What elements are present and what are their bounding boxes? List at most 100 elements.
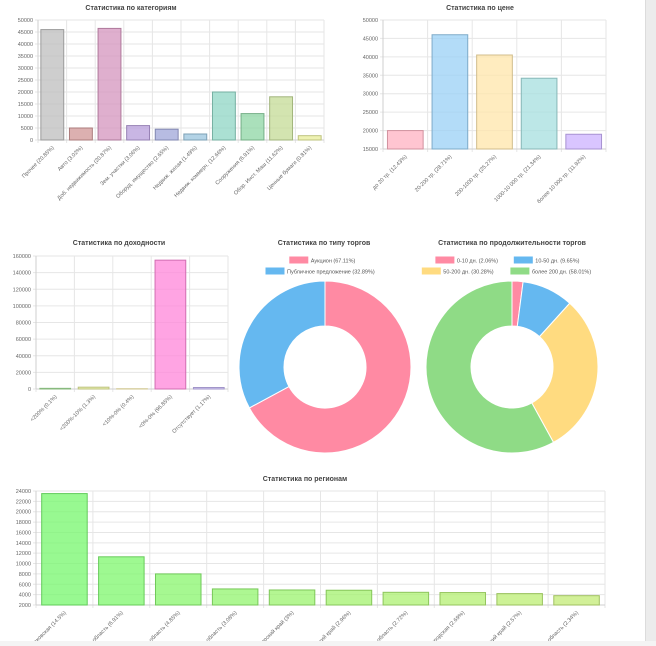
bar — [440, 593, 486, 605]
y-tick-label: 14000 — [16, 541, 31, 547]
y-tick-label: 20000 — [16, 510, 31, 516]
x-tick-label: Авто (3.02%) — [57, 145, 85, 173]
x-tick-label: более 10 000 тр. (11.92%) — [536, 154, 587, 205]
bar — [99, 557, 145, 605]
x-tick-label: 200-1000 тр. (25.27%) — [454, 154, 498, 198]
y-tick-label: 15000 — [363, 147, 378, 153]
x-tick-label: Доб. недвижимость (20.87%) — [56, 145, 113, 202]
bar — [184, 134, 207, 140]
chart-dur: Статистика по продолжительности торгов 0-… — [422, 240, 598, 453]
y-tick-label: 20000 — [16, 370, 31, 376]
y-tick-label: 35000 — [363, 73, 378, 79]
x-tick-label: <200% (0.1%) — [30, 394, 59, 423]
chart-title: Статистика по категориям — [85, 5, 176, 12]
y-tick-label: 0 — [28, 387, 31, 393]
chart-price: Статистика по цене 15000 20000 25000 30000 35… — [363, 5, 606, 205]
bar — [42, 494, 88, 605]
bar — [127, 126, 150, 140]
y-tick-label: 160000 — [13, 254, 31, 260]
x-tick-label: <10%-0% (0.4%) — [102, 394, 136, 428]
x-tick-label: Нижегородская (2.69%) — [419, 610, 466, 641]
y-tick-label: 8000 — [19, 572, 31, 578]
y-tick-label: 45000 — [18, 30, 33, 36]
x-tick-label: Ставропольский край (2.57%) — [465, 609, 524, 641]
x-tick-label: Оборуд. имущество (2.65%) — [115, 145, 170, 200]
y-tick-label: 35000 — [18, 54, 33, 60]
x-tick-label: Отсутствует (1.17%) — [171, 394, 212, 435]
y-tick-label: 24000 — [16, 489, 31, 495]
y-tick-label: 80000 — [16, 321, 31, 327]
legend-swatch — [511, 268, 529, 274]
window-edge — [646, 0, 656, 641]
charts-canvas: Статистика по категориям0500010000150002… — [0, 0, 645, 641]
x-tick-label: Недвиж. коммерч. (12.66%) — [173, 145, 227, 199]
y-tick-label: 20000 — [363, 129, 378, 135]
x-tick-label: Краснодарский край (3%) — [245, 609, 296, 641]
y-tick-label: 50000 — [18, 18, 33, 24]
bar — [98, 28, 121, 140]
bar — [432, 35, 468, 149]
y-tick-label: 4000 — [19, 593, 31, 599]
bar — [155, 129, 178, 140]
bar — [212, 589, 258, 605]
x-tick-label: 1000-10 000 тр. (21.34%) — [493, 154, 542, 203]
bar — [155, 260, 186, 389]
y-tick-label: 30000 — [363, 92, 378, 98]
slice — [239, 281, 325, 408]
x-tick-label: Пермский край (2.96%) — [306, 609, 353, 641]
y-tick-label: 2000 — [19, 603, 31, 609]
y-tick-label: 25000 — [363, 110, 378, 116]
x-tick-label: <200%-10% (1.3%) — [59, 394, 97, 432]
legend-swatch — [436, 257, 454, 263]
y-tick-label: 0 — [30, 138, 33, 144]
chart-title: Статистика по типу торгов — [278, 240, 371, 247]
chart-trade: Статистика по типу торгов Аукцион (67.11%… — [239, 240, 411, 453]
bar — [78, 387, 109, 389]
x-tick-label: Челябинская область (2.72%) — [351, 610, 409, 641]
y-tick-label: 40000 — [16, 354, 31, 360]
y-tick-label: 22000 — [16, 499, 31, 505]
y-tick-label: 15000 — [18, 102, 33, 108]
y-tick-label: 100000 — [13, 304, 31, 310]
bar — [566, 134, 602, 149]
legend-swatch — [422, 268, 440, 274]
chart-title: Статистика по регионам — [263, 476, 348, 483]
y-tick-label: 120000 — [13, 287, 31, 293]
x-tick-label: Прочее (20.85%) — [21, 145, 56, 180]
y-tick-label: 45000 — [363, 36, 378, 42]
legend-label: 50-200 дн. (30.28%) — [443, 270, 493, 276]
legend-swatch — [290, 257, 308, 263]
legend-label: 0-10 дн. (2.06%) — [457, 259, 498, 265]
chart-title: Статистика по цене — [446, 5, 514, 12]
bar — [477, 55, 513, 149]
bar — [40, 388, 71, 389]
chart-yield: Статистика по доходности0200004000060000… — [13, 240, 228, 435]
legend-label: Аукцион (67.11%) — [311, 259, 356, 265]
x-tick-label: Ленинградская область (3.08%) — [177, 610, 239, 641]
bar — [326, 590, 372, 605]
bar — [497, 594, 543, 605]
bar — [521, 78, 557, 149]
x-tick-label: до 20 тр. (12.43%) — [372, 154, 409, 191]
y-tick-label: 40000 — [18, 42, 33, 48]
legend-label: Публичное предложение (32.89%) — [287, 270, 375, 276]
y-tick-label: 10000 — [18, 114, 33, 120]
legend-label: 10-50 дн. (9.65%) — [535, 259, 579, 265]
bar — [387, 131, 423, 149]
y-tick-label: 25000 — [18, 78, 33, 84]
legend-swatch — [266, 268, 284, 274]
y-tick-label: 16000 — [16, 530, 31, 536]
bar — [554, 596, 600, 605]
y-tick-label: 6000 — [19, 582, 31, 588]
x-tick-label: <0%-0% (96.85%) — [138, 394, 174, 430]
chart-title: Статистика по доходности — [73, 240, 165, 247]
y-tick-label: 18000 — [16, 520, 31, 526]
legend-swatch — [514, 257, 532, 263]
x-tick-label: Московская область (6.91%) — [69, 610, 125, 641]
x-tick-label: Обор. Инст. Маш (11.62%) — [233, 145, 285, 197]
bar — [270, 97, 293, 140]
y-tick-label: 50000 — [363, 18, 378, 24]
chart-title: Статистика по продолжительности торгов — [438, 240, 587, 247]
bar — [241, 114, 264, 140]
